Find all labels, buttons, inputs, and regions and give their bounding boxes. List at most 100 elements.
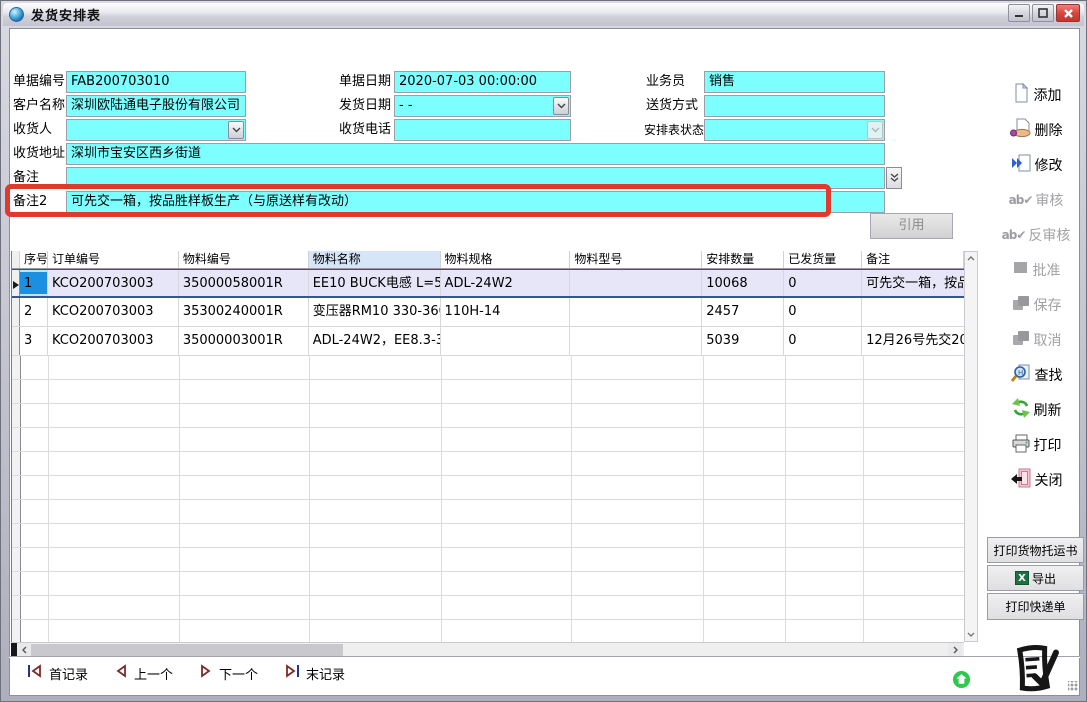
ship-date-combobox[interactable]: - - <box>394 95 571 117</box>
chevron-down-icon[interactable] <box>228 121 244 139</box>
nav-first-record-button[interactable]: 首记录 <box>27 663 88 683</box>
remark2-label: 备注2 <box>13 194 48 209</box>
delivery-method-label: 送货方式 <box>646 98 699 113</box>
gutter-block <box>11 643 17 657</box>
audit-abc-icon: ab✔ <box>1008 193 1034 207</box>
minimize-button[interactable] <box>1008 4 1030 22</box>
table-header-row: 序号 订单编号 物料编号 物料名称 物料规格 物料型号 安排数量 已发货量 备注 <box>12 251 964 269</box>
find-magnifier-icon: H <box>1010 363 1032 387</box>
col-header-material-name[interactable]: 物料名称 <box>308 251 441 268</box>
maximize-button[interactable] <box>1032 4 1054 22</box>
approve-icon <box>1012 260 1030 280</box>
consignee-label: 收货人 <box>13 122 53 137</box>
consignee-phone-label: 收货电话 <box>339 122 392 137</box>
schedule-status-label: 安排表状态 <box>644 123 705 137</box>
last-record-icon <box>284 664 300 682</box>
table-header-gutter <box>12 251 20 268</box>
refresh-arrows-icon <box>1011 398 1031 422</box>
delete-hand-icon <box>1009 118 1032 142</box>
resize-grip[interactable] <box>1068 681 1078 691</box>
bill-date-label: 单据日期 <box>339 74 392 89</box>
first-record-icon <box>27 664 43 682</box>
sidebar-cancel-button[interactable]: 取消 <box>987 328 1085 352</box>
hscroll-thumb[interactable] <box>31 644 343 656</box>
col-header-material-spec[interactable]: 物料规格 <box>441 251 571 268</box>
ship-date-label: 发货日期 <box>339 98 392 113</box>
quote-button[interactable]: 引用 <box>870 213 953 239</box>
scroll-left-icon[interactable] <box>17 643 31 657</box>
sidebar-approve-button[interactable]: 批准 <box>987 258 1085 282</box>
delivery-method-field[interactable] <box>704 95 885 117</box>
nav-next-button[interactable]: 下一个 <box>199 663 258 683</box>
remark2-field[interactable]: 可先交一箱，按品胜样板生产（与原送样有改动） <box>66 191 885 213</box>
nav-previous-button[interactable]: 上一个 <box>114 663 173 683</box>
customer-field[interactable]: 深圳欧陆通电子股份有限公司 <box>66 95 246 117</box>
status-green-icon <box>952 670 971 689</box>
bill-date-field[interactable]: 2020-07-03 00:00:00 <box>394 71 571 93</box>
table-row[interactable]: 3 KCO200703003 35000003001R ADL-24W2，EE8… <box>12 327 964 356</box>
bill-no-field[interactable]: FAB200703010 <box>66 71 246 93</box>
items-table: 序号 订单编号 物料编号 物料名称 物料规格 物料型号 安排数量 已发货量 备注… <box>11 251 964 356</box>
address-field[interactable]: 深圳市宝安区西乡街道 <box>66 143 885 165</box>
table-row[interactable]: 1 KCO200703003 35000058001R EE10 BUCK电感 … <box>12 269 964 298</box>
table-row[interactable]: 2 KCO200703003 35300240001R 变压器RM10 330-… <box>12 298 964 327</box>
col-header-order-no[interactable]: 订单编号 <box>48 251 179 268</box>
col-header-remark[interactable]: 备注 <box>862 251 964 268</box>
sidebar-modify-button[interactable]: 修改 <box>987 153 1085 177</box>
checklist-logo-icon <box>1009 641 1063 695</box>
sidebar-delete-button[interactable]: 删除 <box>987 118 1085 142</box>
col-header-shipped-qty[interactable]: 已发货量 <box>784 251 863 268</box>
footer-divider <box>9 656 1080 658</box>
sidebar-refresh-button[interactable]: 刷新 <box>987 398 1085 422</box>
printer-icon <box>1011 434 1031 457</box>
sidebar-unaudit-button[interactable]: ab✔ 反审核 <box>1001 228 1071 244</box>
sidebar-save-button[interactable]: 保存 <box>987 293 1085 317</box>
chevron-down-icon[interactable] <box>553 97 569 115</box>
window-title: 发货安排表 <box>31 9 102 24</box>
cancel-pages-icon <box>1011 329 1031 351</box>
sidebar-print-button[interactable]: 打印 <box>987 433 1085 457</box>
close-door-icon <box>1010 468 1032 492</box>
col-header-material-model[interactable]: 物料型号 <box>570 251 703 268</box>
col-header-seq[interactable]: 序号 <box>20 251 48 268</box>
remark-label: 备注 <box>13 170 40 185</box>
close-button[interactable] <box>1056 4 1080 22</box>
app-globe-icon <box>9 7 24 22</box>
excel-icon: X <box>1014 571 1029 585</box>
modify-doc-icon <box>1010 153 1032 177</box>
salesman-label: 业务员 <box>646 74 686 89</box>
chevron-down-icon <box>867 121 883 139</box>
remark-expand-button[interactable] <box>886 167 902 189</box>
address-label: 收货地址 <box>13 146 66 161</box>
save-pages-icon <box>1011 294 1031 316</box>
sidebar-add-button[interactable]: 添加 <box>987 82 1085 107</box>
sidebar-find-button[interactable]: H 查找 <box>987 363 1085 387</box>
schedule-status-combobox[interactable] <box>704 119 885 141</box>
vertical-scrollbar[interactable] <box>964 251 978 642</box>
scroll-down-icon[interactable] <box>965 628 977 641</box>
customer-label: 客户名称 <box>13 98 66 113</box>
export-button[interactable]: X 导出 <box>987 565 1084 591</box>
print-express-button[interactable]: 打印快递单 <box>987 593 1084 620</box>
current-row-marker-icon <box>13 281 19 289</box>
sidebar-close-button[interactable]: 关闭 <box>987 468 1085 492</box>
remark-field[interactable] <box>66 167 885 189</box>
next-record-icon <box>199 664 213 682</box>
print-consignment-button[interactable]: 打印货物托运书 <box>987 537 1084 563</box>
consignee-phone-field[interactable] <box>394 119 571 141</box>
titlebar: 发货安排表 <box>3 3 1084 26</box>
col-header-qty[interactable]: 安排数量 <box>702 251 785 268</box>
sidebar-audit-button[interactable]: ab✔ 审核 <box>1008 193 1064 209</box>
scroll-right-icon[interactable] <box>948 643 962 657</box>
bill-no-label: 单据编号 <box>13 74 66 89</box>
add-doc-icon <box>1011 82 1031 107</box>
svg-text:H: H <box>1018 369 1023 377</box>
col-header-material-code[interactable]: 物料编号 <box>179 251 309 268</box>
horizontal-scrollbar[interactable] <box>11 642 964 657</box>
nav-last-record-button[interactable]: 末记录 <box>284 663 345 683</box>
table-empty-area <box>11 356 964 642</box>
salesman-field[interactable]: 销售 <box>704 71 885 93</box>
consignee-combobox[interactable] <box>66 119 246 141</box>
scroll-up-icon[interactable] <box>965 252 977 265</box>
